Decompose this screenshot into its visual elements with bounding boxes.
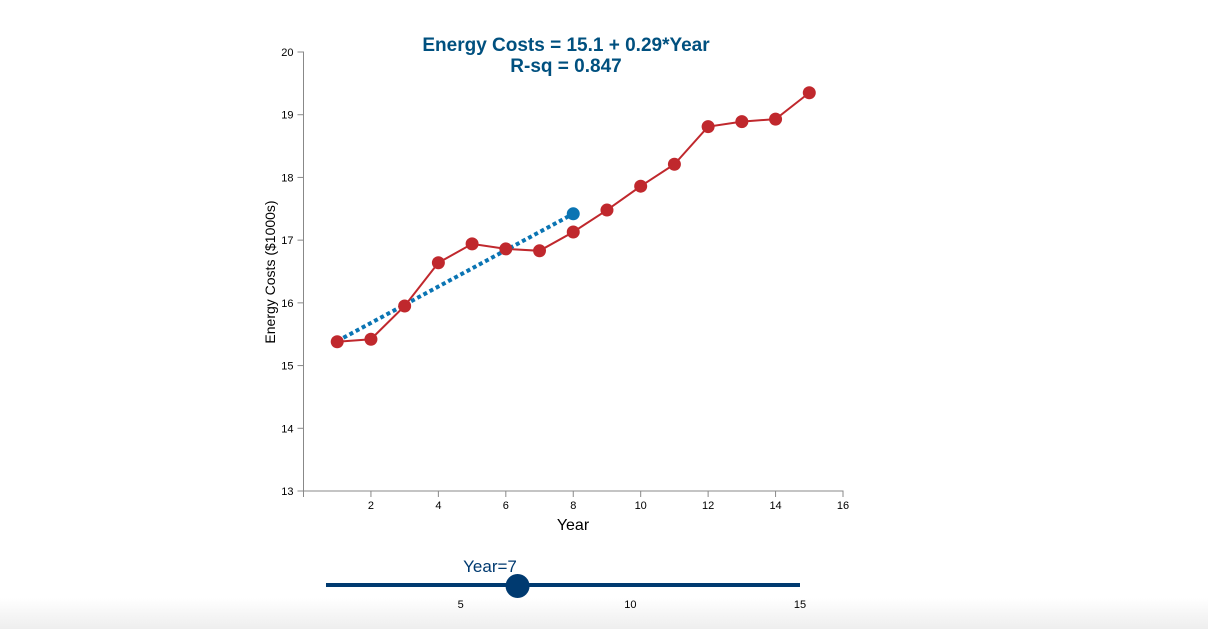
- y-tick-label: 19: [281, 110, 293, 122]
- data-point: [802, 86, 816, 100]
- x-tick-label: 12: [702, 500, 714, 512]
- slider-handle[interactable]: [505, 574, 530, 598]
- regression-line: [336, 212, 575, 343]
- y-tick-label: 20: [281, 47, 293, 59]
- y-tick-label: 17: [281, 235, 293, 247]
- data-point: [634, 179, 648, 193]
- y-tick-label: 15: [281, 361, 293, 373]
- x-tick-label: 6: [503, 500, 509, 512]
- data-point: [600, 203, 614, 217]
- data-point: [533, 244, 547, 258]
- x-axis-label: Year: [557, 517, 590, 534]
- data-point: [330, 335, 344, 349]
- x-tick-label: 14: [769, 500, 781, 512]
- slider-tick: 10: [624, 599, 636, 611]
- y-tick-label: 13: [281, 486, 293, 498]
- x-tick-label: 4: [435, 500, 441, 512]
- year-slider[interactable]: Year=7 5 10 15: [326, 557, 806, 611]
- chart-subtitle: R-sq = 0.847: [510, 56, 621, 77]
- x-tick-label: 16: [837, 500, 849, 512]
- slider-tick: 5: [458, 599, 464, 611]
- data-point: [769, 112, 783, 126]
- x-tick-label: 2: [368, 500, 374, 512]
- chart-title: Energy Costs = 15.1 + 0.29*Year: [422, 35, 710, 56]
- y-axis-label: Energy Costs ($1000s): [262, 200, 278, 343]
- y-axis-line: [297, 51, 304, 492]
- slider-tick: 15: [794, 599, 806, 611]
- bottom-band: [0, 598, 1208, 629]
- y-tick-label: 18: [281, 172, 293, 184]
- y-tick-label: 16: [281, 298, 293, 310]
- x-tick-label: 8: [570, 500, 576, 512]
- data-point: [364, 332, 378, 346]
- data-point: [701, 120, 715, 134]
- data-point: [735, 115, 749, 129]
- data-point: [566, 225, 580, 239]
- slider-label: Year=7: [463, 557, 517, 576]
- data-point: [431, 256, 445, 270]
- data-point: [398, 299, 412, 313]
- data-point: [667, 157, 681, 171]
- y-tick-label: 14: [281, 423, 293, 435]
- x-tick-label: 10: [635, 500, 647, 512]
- data-point: [499, 242, 513, 256]
- data-point: [465, 237, 479, 251]
- predicted-point: [566, 207, 580, 221]
